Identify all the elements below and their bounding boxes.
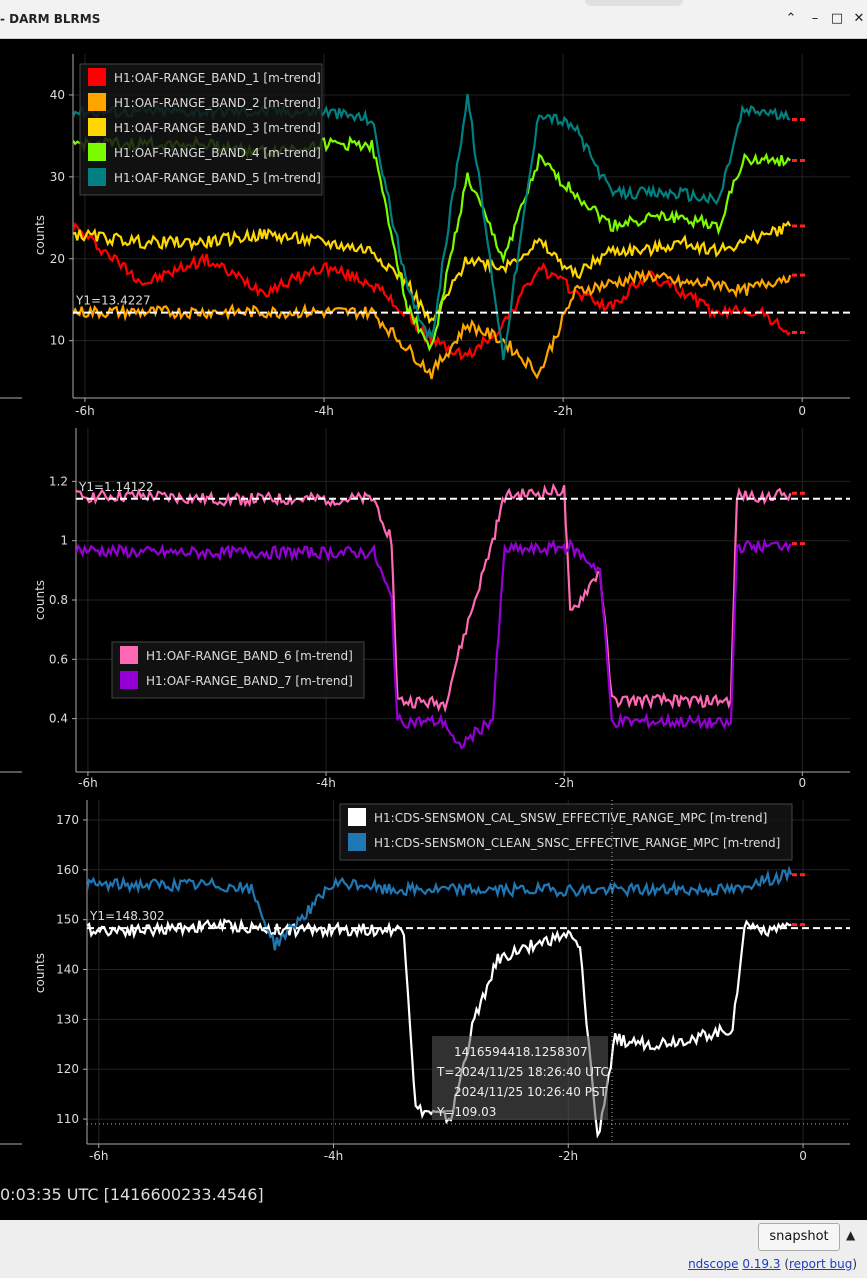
legend-swatch (88, 168, 106, 186)
x-tick-label: -4h (314, 404, 334, 418)
legend-swatch (88, 68, 106, 86)
legend-swatch (348, 833, 366, 851)
y-tick-label: 1 (60, 534, 68, 548)
series-line (73, 220, 792, 325)
plot-area[interactable]: -6h -4h -2h 040302010countsY1=13.4227H1:OAF… (0, 38, 867, 1180)
y-tick-label: 30 (50, 170, 65, 184)
y-tick-label: 160 (56, 863, 79, 877)
x-tick-label: -4h (316, 776, 336, 790)
window-tab-stub (585, 0, 683, 6)
legend-swatch (88, 93, 106, 111)
shade-icon[interactable]: ⌃ (785, 11, 797, 26)
x-tick-label: 0 (799, 1149, 807, 1163)
y-tick-label: 20 (50, 252, 65, 266)
plot-panel-1[interactable]: -6h -4h -2h 0 40 30 20 10 counts Y1=13.4227 H1:OAF… (0, 54, 850, 418)
plot-panel-3[interactable]: -6h -4h -2h 0 170 160 150 140 130 120 110 counts Y1=… (0, 800, 850, 1163)
expand-up-icon[interactable]: ▲ (846, 1228, 856, 1242)
series-line (76, 482, 792, 714)
y-tick-label: 150 (56, 913, 79, 927)
y-axis-label: counts (33, 580, 47, 620)
snapshot-button[interactable]: snapshot (758, 1223, 840, 1251)
x-tick-label: -2h (553, 404, 573, 418)
legend-entry: H1:CDS-SENSMON_CAL_SNSW_EFFECTIVE_RANGE_… (374, 811, 767, 825)
legend-swatch (88, 143, 106, 161)
close-icon[interactable]: ✕ (853, 11, 865, 26)
legend-entry: H1:OAF-RANGE_BAND_5 [m-trend] (114, 171, 321, 185)
x-tick-label: -2h (554, 776, 574, 790)
legend-box (111, 641, 365, 699)
y-tick-label: 1.2 (49, 474, 68, 488)
x-tick-label: -6h (75, 404, 95, 418)
y1-cursor-label: Y1=1.14122 (78, 480, 154, 494)
y1-cursor-label: Y1=13.4227 (75, 294, 151, 308)
cursor-tooltip-line: Y=109.03 (436, 1105, 496, 1119)
y-axis-label: counts (33, 215, 47, 255)
window-title: - DARM BLRMS (0, 12, 101, 26)
y1-cursor-label: Y1=148.302 (89, 909, 165, 923)
window-titlebar: - DARM BLRMS ⌃ – □ ✕ (0, 0, 867, 39)
cursor-tooltip-box (432, 1036, 608, 1120)
legend-entry: H1:OAF-RANGE_BAND_6 [m-trend] (146, 649, 353, 663)
y-tick-label: 0.8 (49, 593, 68, 607)
legend-box (79, 63, 323, 196)
series-line (76, 537, 792, 750)
legend-box (339, 803, 793, 861)
plot-panel-2[interactable]: -6h -4h -2h 0 1.2 1 0.8 0.6 0.4 counts Y1=1.14122 H… (0, 428, 850, 790)
legend-entry: H1:CDS-SENSMON_CLEAN_SNSC_EFFECTIVE_RANG… (374, 836, 780, 850)
cursor-tooltip-line: 1416594418.1258307 (454, 1045, 588, 1059)
legend-entry: H1:OAF-RANGE_BAND_3 [m-trend] (114, 121, 321, 135)
legend-entry: H1:OAF-RANGE_BAND_2 [m-trend] (114, 96, 321, 110)
legend-entry: H1:OAF-RANGE_BAND_7 [m-trend] (146, 674, 353, 688)
legend-entry: H1:OAF-RANGE_BAND_4 [m-trend] (114, 146, 321, 160)
minimize-icon[interactable]: – (811, 11, 819, 26)
x-tick-label: -4h (324, 1149, 344, 1163)
y-tick-label: 10 (50, 334, 65, 348)
x-tick-label: -2h (558, 1149, 578, 1163)
y-tick-label: 0.4 (49, 712, 68, 726)
x-tick-label: -6h (78, 776, 98, 790)
report-bug-link[interactable]: report bug (789, 1257, 853, 1271)
version-link[interactable]: 0.19.3 (742, 1257, 781, 1271)
series-line (73, 221, 791, 361)
cursor-tooltip-line: T=2024/11/25 18:26:40 UTC (436, 1065, 609, 1079)
y-axis-label: counts (33, 953, 47, 993)
y-tick-label: 0.6 (49, 652, 68, 666)
x-tick-label: 0 (799, 776, 807, 790)
legend-entry: H1:OAF-RANGE_BAND_1 [m-trend] (114, 71, 321, 85)
y-tick-label: 110 (56, 1112, 79, 1126)
y-tick-label: 140 (56, 963, 79, 977)
legend-swatch (348, 808, 366, 826)
y-tick-label: 120 (56, 1062, 79, 1076)
bottom-bar: snapshot ▲ ndscope 0.19.3 (report bug) (0, 1220, 867, 1278)
x-tick-label: 0 (798, 404, 806, 418)
series-line (73, 268, 792, 380)
x-tick-label: -6h (89, 1149, 109, 1163)
y-tick-label: 170 (56, 813, 79, 827)
legend-swatch (120, 671, 138, 689)
footer: ndscope 0.19.3 (report bug) (688, 1257, 857, 1271)
series-line (87, 865, 793, 951)
y-tick-label: 130 (56, 1012, 79, 1026)
cursor-tooltip-line: 2024/11/25 10:26:40 PST (454, 1085, 608, 1099)
ndscope-link[interactable]: ndscope (688, 1257, 739, 1271)
maximize-icon[interactable]: □ (830, 11, 844, 26)
legend-swatch (120, 646, 138, 664)
legend-swatch (88, 118, 106, 136)
y-tick-label: 40 (50, 88, 65, 102)
time-status: 0:03:35 UTC [1416600233.4546] (0, 1185, 264, 1204)
